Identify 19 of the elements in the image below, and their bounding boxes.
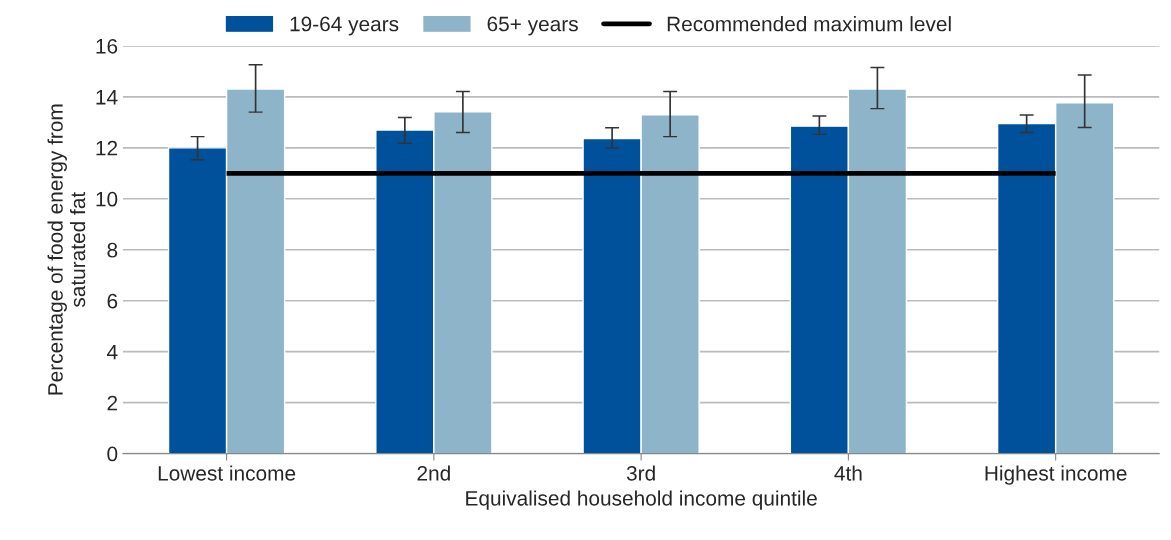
x-tick-label: Lowest income <box>158 465 296 481</box>
x-tick-label: 4th <box>834 465 862 481</box>
x-tick-label: 2nd <box>417 465 450 481</box>
x-tick-label: 3rd <box>626 465 655 481</box>
y-tick-label: 2 <box>107 395 118 411</box>
legend-label: 19-64 years <box>290 16 399 36</box>
y-tick-label: 6 <box>107 293 118 309</box>
y-tick-label: 16 <box>96 38 118 54</box>
y-axis-title: Percentage of food energy from saturated fat <box>47 104 86 395</box>
y-tick-label: 14 <box>96 90 118 105</box>
x-axis-title: Equivalised household income quintile <box>466 490 817 510</box>
y-tick-label: 12 <box>96 140 118 156</box>
y-tick-label: 10 <box>96 191 118 207</box>
y-tick-label: 8 <box>107 242 118 258</box>
y-tick-label: 0 <box>107 446 118 462</box>
y-tick-label: 4 <box>106 344 118 360</box>
legend-label: Recommended maximum level <box>667 16 951 32</box>
legend-label: 65+ years <box>487 16 578 36</box>
x-tick-label: Highest income <box>985 465 1127 485</box>
